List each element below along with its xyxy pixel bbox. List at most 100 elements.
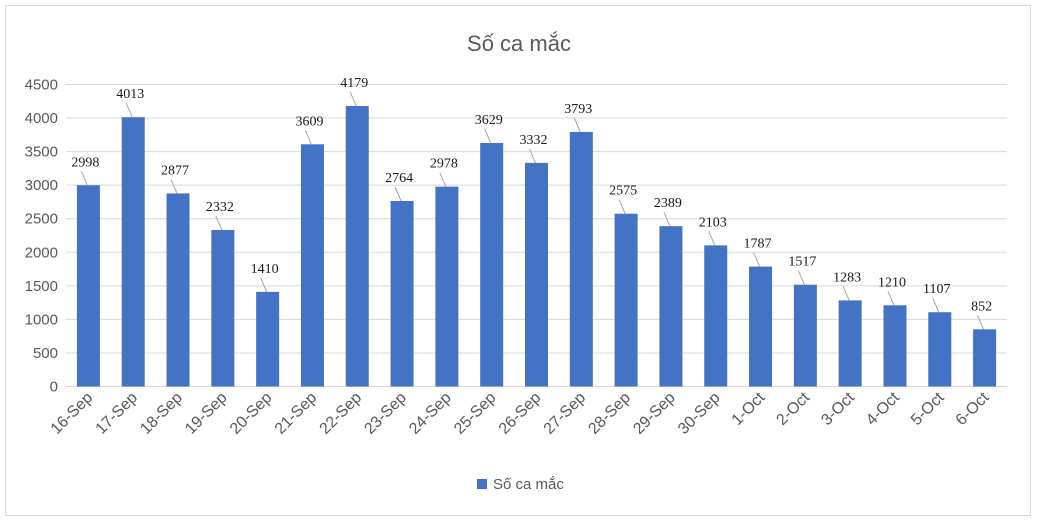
bar [525,162,548,387]
data-label: 2764 [385,171,413,186]
data-label: 2998 [71,155,99,170]
x-tick-label: 6-Oct [953,389,993,429]
bar [211,229,235,387]
bar [883,305,907,387]
label-leader-line [170,179,178,194]
data-label: 2575 [609,184,637,199]
y-tick-label: 4500 [25,77,58,94]
label-leader-line [439,172,447,187]
label-leader-line [484,128,492,144]
label-leader-line [125,102,133,118]
x-tick-label: 18-Sep [137,389,186,438]
data-label: 4013 [116,87,144,102]
data-label: 3332 [520,133,548,148]
label-leader-line [887,291,895,306]
x-tick-label: 19-Sep [182,389,231,438]
x-tick-label: 24-Sep [406,389,455,438]
bar [345,106,369,387]
x-tick-label: 30-Sep [675,389,724,438]
bar [973,329,997,387]
label-leader-line [260,277,268,293]
legend-label: Số ca mắc [493,476,564,493]
bar [838,300,862,387]
y-tick-label: 2500 [25,211,58,228]
y-tick-label: 1500 [25,278,58,295]
y-tick-label: 500 [33,345,58,362]
x-tick-label: 20-Sep [227,389,276,438]
label-leader-line [573,117,581,133]
bar [256,291,280,387]
x-tick-label: 16-Sep [48,389,97,438]
data-label: 1787 [744,237,772,252]
data-label: 1107 [923,282,950,297]
x-tick-label: 27-Sep [541,389,590,438]
x-tick-label: 29-Sep [630,389,679,438]
x-tick-label: 3-Oct [818,389,858,429]
bar [480,142,504,387]
x-tick-label: 22-Sep [317,389,366,438]
x-tick-label: 2-Oct [773,389,813,429]
data-label: 3629 [475,113,503,128]
bar [390,201,414,387]
data-label: 1410 [251,262,279,277]
label-leader-line [80,171,88,186]
x-tick-label: 26-Sep [496,389,545,438]
label-leader-line [753,252,761,267]
bar [793,284,817,387]
bar [569,131,593,387]
label-leader-line [394,186,402,202]
label-leader-line [977,315,985,330]
bar [704,245,728,387]
legend-swatch [477,479,487,489]
label-leader-line [215,215,223,231]
label-leader-line [349,91,357,107]
label-leader-line [304,130,312,145]
x-tick-label: 25-Sep [451,389,500,438]
bar [76,185,100,387]
y-tick-label: 3000 [25,177,58,194]
y-tick-label: 0 [50,379,58,396]
x-tick-label: 21-Sep [272,389,321,438]
bar [614,213,638,387]
data-label: 1517 [788,255,816,270]
x-tick-label: 17-Sep [93,389,142,438]
data-label: 2877 [161,163,189,178]
y-tick-label: 4000 [25,110,58,127]
bar [121,117,145,387]
label-leader-line [797,270,805,285]
bars [76,106,997,387]
x-axis-ticks: 16-Sep17-Sep18-Sep19-Sep20-Sep21-Sep22-S… [48,389,993,438]
data-label: 2332 [206,200,234,215]
bar [749,266,773,387]
bar [659,226,683,387]
y-tick-label: 2000 [25,244,58,261]
data-label: 2389 [654,196,682,211]
data-label: 2978 [430,157,458,172]
data-label: 852 [971,299,992,314]
data-label: 4179 [340,76,368,91]
bar [166,193,190,387]
x-tick-label: 28-Sep [585,389,634,438]
x-tick-label: 1-Oct [729,389,769,429]
bar [928,312,952,387]
x-tick-label: 5-Oct [908,389,948,429]
y-tick-label: 1000 [25,311,58,328]
data-label: 1283 [833,270,861,285]
y-tick-label: 3500 [25,144,58,161]
chart-title: Số ca mắc [467,31,571,56]
label-leader-line [842,286,850,301]
label-leader-line [663,211,671,227]
x-tick-label: 4-Oct [863,389,903,429]
data-label: 1210 [878,275,906,290]
label-leader-line [708,231,716,246]
legend: Số ca mắc [477,476,564,493]
bar [300,144,324,387]
data-labels: 2998 4013 2877 2332 1410 3609 4179 2764 2978 3629… [71,76,992,330]
data-label: 2103 [699,215,727,230]
label-leader-line [529,148,536,164]
data-label: 3793 [564,102,592,117]
x-tick-label: 23-Sep [361,389,410,438]
y-axis-ticks: 0 500 1000 1500 2000 2500 3000 3500 4000 4500 [25,77,58,396]
bar [435,186,459,387]
